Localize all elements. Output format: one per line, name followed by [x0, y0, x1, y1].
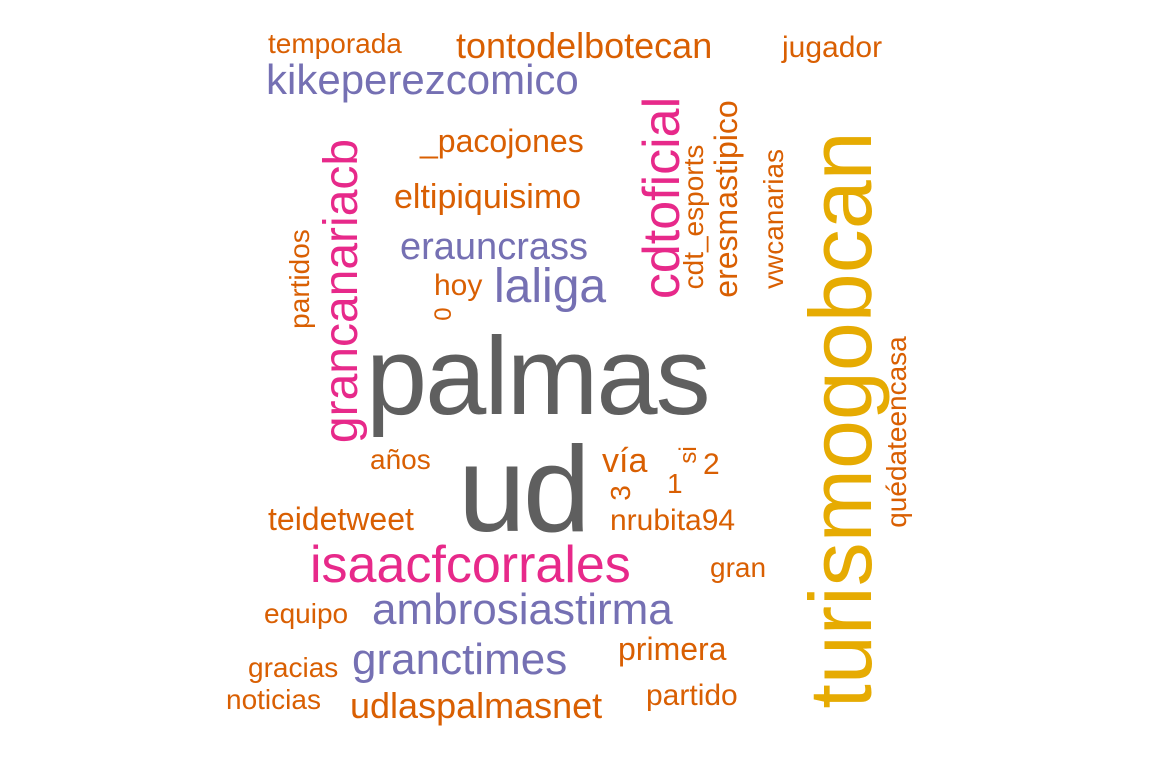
- word-isaacfcorrales: isaacfcorrales: [310, 536, 631, 594]
- word-partido: partido: [646, 679, 738, 712]
- word-pacojones: _pacojones: [420, 123, 584, 159]
- word-granctimes: granctimes: [352, 635, 568, 684]
- word-nrubita94: nrubita94: [610, 504, 736, 537]
- word-laliga: laliga: [494, 260, 607, 313]
- word-gran: gran: [710, 552, 767, 583]
- word-tontodelbotecan: tontodelbotecan: [456, 25, 713, 66]
- word-primera: primera: [618, 631, 727, 667]
- word-quedateencasa: quédateencasa: [881, 336, 912, 528]
- word-eltipiquisimo: eltipiquisimo: [394, 178, 582, 216]
- word-three: 3: [605, 485, 636, 501]
- word-hoy: hoy: [434, 269, 483, 302]
- word-zero: 0: [430, 307, 457, 321]
- word-turismogobcan: turismogobcan: [791, 131, 890, 709]
- word-ambrosiastirma: ambrosiastirma: [372, 585, 673, 634]
- word-one: 1: [667, 468, 683, 499]
- word-si: si: [675, 446, 702, 464]
- word-eresmastipico: eresmastipico: [708, 100, 744, 298]
- word-jugador: jugador: [782, 31, 883, 64]
- word-two: 2: [703, 448, 720, 481]
- word-udlaspalmasnet: udlaspalmasnet: [350, 685, 603, 726]
- word-partidos: partidos: [284, 229, 315, 329]
- word-gracias: gracias: [248, 652, 339, 683]
- word-ud: ud: [458, 421, 591, 557]
- word-teidetweet: teidetweet: [268, 501, 414, 537]
- word-cdt_esports: cdt_esports: [678, 144, 709, 290]
- word-temporada: temporada: [268, 28, 402, 59]
- word-erauncrass: erauncrass: [400, 226, 588, 268]
- word-anos: años: [370, 444, 431, 475]
- word-kikeperezcomico: kikeperezcomico: [266, 56, 579, 103]
- word-palmas: palmas: [366, 315, 711, 438]
- word-noticias: noticias: [226, 684, 321, 715]
- word-equipo: equipo: [264, 598, 349, 629]
- word-grancanariacb: grancanariacb: [315, 138, 368, 444]
- word-vwcanarias: vwcanarias: [758, 148, 789, 290]
- word-via: vía: [602, 442, 648, 480]
